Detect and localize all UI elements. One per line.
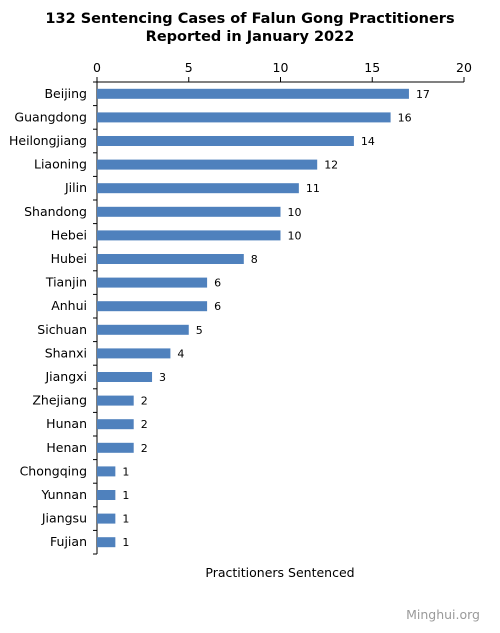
category-label: Anhui bbox=[51, 298, 87, 313]
x-tick-label: 15 bbox=[364, 60, 380, 75]
bar-tianjin bbox=[97, 277, 208, 288]
category-label: Guangdong bbox=[14, 109, 87, 124]
chart-title: 132 Sentencing Cases of Falun Gong Pract… bbox=[0, 10, 500, 46]
bar-beijing bbox=[97, 88, 409, 99]
chart-title-line-1: 132 Sentencing Cases of Falun Gong Pract… bbox=[45, 11, 455, 27]
bar-guangdong bbox=[97, 112, 391, 123]
data-label: 11 bbox=[306, 182, 320, 195]
bar-jiangxi bbox=[97, 372, 153, 382]
data-label: 5 bbox=[196, 324, 203, 337]
category-label: Heilongjiang bbox=[9, 133, 87, 148]
category-label: Jiangxi bbox=[44, 369, 87, 384]
category-label: Henan bbox=[46, 440, 87, 455]
data-label: 1 bbox=[122, 489, 129, 502]
chart-title-line-2: Reported in January 2022 bbox=[145, 29, 355, 45]
bar-heilongjiang bbox=[97, 136, 354, 146]
bar-sichuan bbox=[97, 324, 189, 335]
category-label: Jiangsu bbox=[41, 511, 87, 526]
category-label: Yunnan bbox=[40, 487, 87, 502]
bar-zhejiang bbox=[97, 395, 134, 406]
data-label: 16 bbox=[398, 111, 412, 124]
data-label: 14 bbox=[361, 135, 375, 148]
data-label: 1 bbox=[122, 513, 129, 526]
x-tick-label: 0 bbox=[93, 60, 101, 75]
data-label: 6 bbox=[214, 300, 221, 313]
category-label: Hebei bbox=[51, 227, 87, 242]
bar-liaoning bbox=[97, 159, 318, 170]
category-label: Sichuan bbox=[37, 322, 87, 337]
category-label: Shandong bbox=[24, 204, 87, 219]
data-label: 10 bbox=[288, 206, 302, 219]
category-label: Hunan bbox=[46, 416, 87, 431]
data-label: 4 bbox=[177, 347, 184, 360]
category-label: Beijing bbox=[44, 86, 87, 101]
category-label: Fujian bbox=[50, 534, 87, 549]
data-label: 10 bbox=[288, 229, 302, 242]
category-label: Shanxi bbox=[45, 345, 87, 360]
data-label: 1 bbox=[122, 536, 129, 549]
bar-hubei bbox=[97, 254, 244, 264]
data-label: 2 bbox=[141, 395, 148, 408]
bar-jilin bbox=[97, 183, 299, 194]
bar-hunan bbox=[97, 419, 134, 430]
bar-chongqing bbox=[97, 466, 116, 477]
data-label: 6 bbox=[214, 277, 221, 290]
category-label: Liaoning bbox=[34, 157, 87, 172]
data-label: 12 bbox=[324, 159, 338, 172]
source-credit: Minghui.org bbox=[406, 607, 480, 622]
bar-hebei bbox=[97, 230, 281, 241]
category-label: Jilin bbox=[64, 180, 87, 195]
bar-jiangsu bbox=[97, 513, 116, 524]
x-axis-label: Practitioners Sentenced bbox=[205, 565, 355, 580]
bar-shandong bbox=[97, 206, 281, 217]
data-label: 2 bbox=[141, 418, 148, 431]
category-label: Chongqing bbox=[20, 463, 87, 478]
category-label: Zhejiang bbox=[32, 393, 87, 408]
data-label: 8 bbox=[251, 253, 258, 266]
bar-shanxi bbox=[97, 348, 171, 359]
bar-henan bbox=[97, 442, 134, 453]
x-tick-label: 20 bbox=[456, 60, 472, 75]
category-label: Hubei bbox=[51, 251, 87, 266]
data-label: 3 bbox=[159, 371, 166, 384]
data-label: 17 bbox=[416, 88, 430, 101]
x-tick-label: 5 bbox=[185, 60, 193, 75]
category-label: Tianjin bbox=[45, 275, 87, 290]
data-label: 2 bbox=[141, 442, 148, 455]
bar-fujian bbox=[97, 537, 116, 548]
data-label: 1 bbox=[122, 465, 129, 478]
bar-yunnan bbox=[97, 490, 116, 500]
bar-anhui bbox=[97, 301, 208, 312]
x-tick-label: 10 bbox=[273, 60, 289, 75]
